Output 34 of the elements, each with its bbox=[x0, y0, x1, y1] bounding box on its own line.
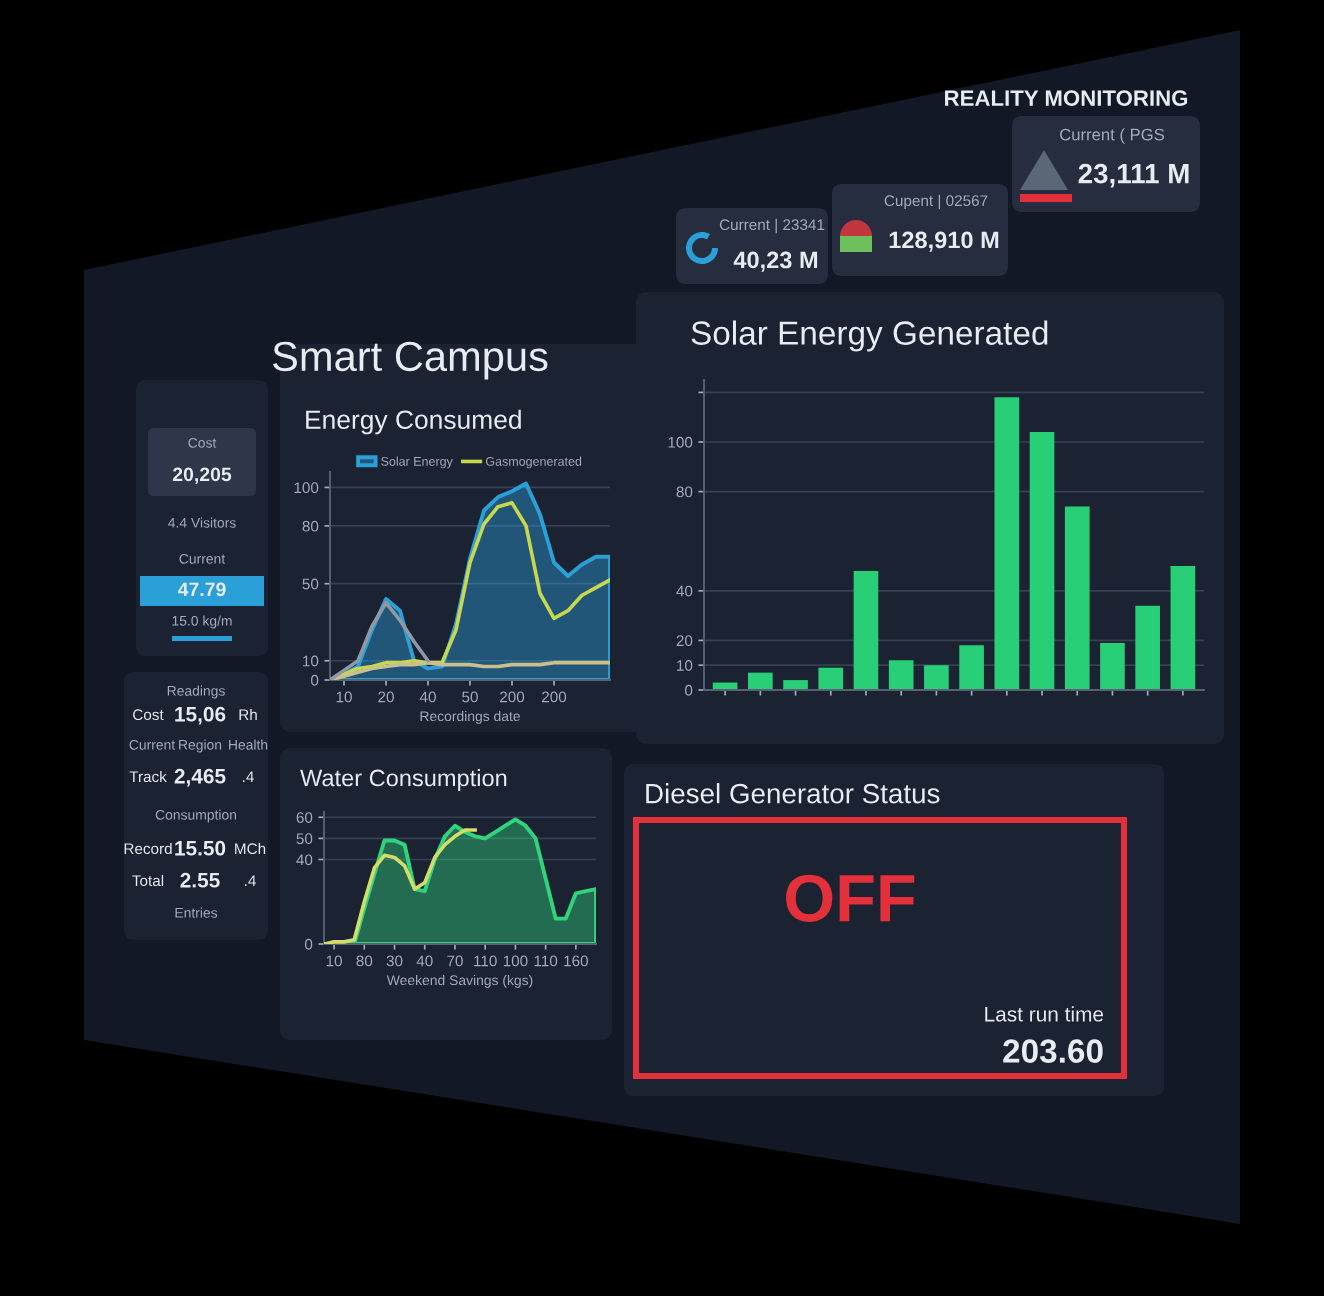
text: 15.50 bbox=[175, 840, 226, 856]
text: 40,23 M bbox=[733, 251, 818, 272]
text: 128,910 M bbox=[889, 231, 999, 252]
bar bbox=[994, 397, 1020, 690]
text: 203.60 bbox=[1003, 1039, 1103, 1063]
text: 2,465 bbox=[174, 768, 226, 787]
bar bbox=[1029, 432, 1055, 690]
bar bbox=[818, 667, 844, 690]
text: REALITY MONITORING bbox=[945, 90, 1188, 106]
chart-title: Energy Consumed bbox=[306, 409, 521, 435]
bar bbox=[1135, 605, 1160, 690]
line-series bbox=[330, 601, 430, 680]
line-series bbox=[324, 828, 477, 944]
text: 2.55 bbox=[180, 872, 220, 888]
chart-title: Solar Energy Generated bbox=[691, 320, 1048, 352]
text: OFF bbox=[786, 874, 915, 922]
bar bbox=[853, 570, 879, 690]
bar bbox=[748, 672, 773, 690]
text: 47.79 bbox=[177, 582, 226, 597]
text: Last run time bbox=[985, 1006, 1104, 1022]
bar bbox=[1170, 566, 1196, 690]
text: Diesel Generator Status bbox=[646, 783, 940, 804]
bar bbox=[924, 665, 949, 690]
text: 20,205 bbox=[172, 467, 232, 485]
chart-title: Water Consumption bbox=[300, 768, 507, 792]
bar bbox=[1064, 506, 1090, 690]
bar bbox=[959, 645, 984, 690]
bar bbox=[783, 680, 808, 690]
text: 23,111 M bbox=[1078, 163, 1189, 188]
text: 15,06 bbox=[175, 706, 226, 725]
text: Current ( PGS bbox=[1060, 128, 1165, 144]
text: Smart Campus bbox=[272, 341, 548, 380]
bar bbox=[1100, 642, 1125, 690]
bar bbox=[888, 660, 914, 690]
